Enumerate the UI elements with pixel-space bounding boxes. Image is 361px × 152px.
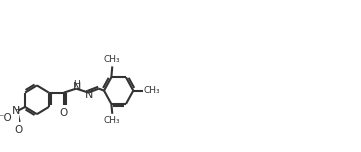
Text: ⁻O: ⁻O — [0, 113, 12, 123]
Text: N: N — [12, 106, 20, 116]
Text: N: N — [85, 90, 93, 100]
Text: CH₃: CH₃ — [104, 55, 121, 64]
Text: +: + — [14, 105, 21, 114]
Text: CH₃: CH₃ — [144, 86, 161, 95]
Text: O: O — [60, 108, 68, 118]
Text: H: H — [73, 80, 80, 89]
Text: O: O — [14, 125, 23, 135]
Text: CH₃: CH₃ — [104, 116, 120, 125]
Text: N: N — [73, 82, 81, 92]
